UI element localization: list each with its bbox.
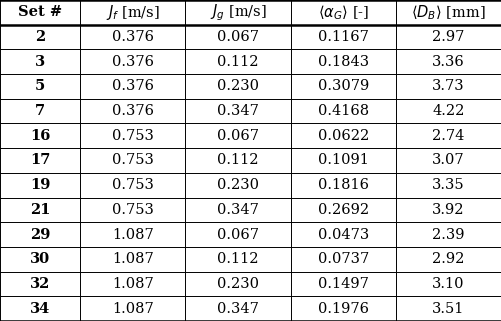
Text: 0.2692: 0.2692 xyxy=(318,203,369,217)
Text: 34: 34 xyxy=(30,302,50,316)
Text: 3.51: 3.51 xyxy=(432,302,464,316)
Text: 0.0473: 0.0473 xyxy=(318,228,369,242)
Text: 7: 7 xyxy=(35,104,45,118)
Text: 0.112: 0.112 xyxy=(217,252,259,266)
Text: 0.753: 0.753 xyxy=(112,153,154,168)
Text: 4.22: 4.22 xyxy=(432,104,464,118)
Text: 0.753: 0.753 xyxy=(112,178,154,192)
Text: 2.39: 2.39 xyxy=(432,228,464,242)
Text: 3.73: 3.73 xyxy=(432,79,465,93)
Text: 0.230: 0.230 xyxy=(217,277,259,291)
Text: 0.1167: 0.1167 xyxy=(318,30,369,44)
Text: 0.067: 0.067 xyxy=(217,30,259,44)
Text: 0.0622: 0.0622 xyxy=(318,129,369,143)
Text: 0.230: 0.230 xyxy=(217,178,259,192)
Text: 3: 3 xyxy=(35,55,45,69)
Text: 0.347: 0.347 xyxy=(217,302,259,316)
Text: 3.35: 3.35 xyxy=(432,178,465,192)
Text: $\langle\mathit{\alpha}_{G}\rangle$ [-]: $\langle\mathit{\alpha}_{G}\rangle$ [-] xyxy=(318,3,369,22)
Text: 19: 19 xyxy=(30,178,50,192)
Text: 0.067: 0.067 xyxy=(217,129,259,143)
Text: 0.4168: 0.4168 xyxy=(318,104,369,118)
Text: Set #: Set # xyxy=(18,5,62,19)
Text: 0.112: 0.112 xyxy=(217,153,259,168)
Text: 0.376: 0.376 xyxy=(112,55,154,69)
Text: 2: 2 xyxy=(35,30,45,44)
Text: 0.1497: 0.1497 xyxy=(318,277,369,291)
Text: 30: 30 xyxy=(30,252,50,266)
Text: 1.087: 1.087 xyxy=(112,228,154,242)
Text: 0.3079: 0.3079 xyxy=(318,79,369,93)
Text: 0.1816: 0.1816 xyxy=(318,178,369,192)
Text: 0.347: 0.347 xyxy=(217,104,259,118)
Text: 0.067: 0.067 xyxy=(217,228,259,242)
Text: 3.36: 3.36 xyxy=(432,55,465,69)
Text: 3.07: 3.07 xyxy=(432,153,465,168)
Text: 2.74: 2.74 xyxy=(432,129,464,143)
Text: 29: 29 xyxy=(30,228,50,242)
Text: 0.230: 0.230 xyxy=(217,79,259,93)
Text: 0.753: 0.753 xyxy=(112,203,154,217)
Text: 0.1843: 0.1843 xyxy=(318,55,369,69)
Text: 3.92: 3.92 xyxy=(432,203,464,217)
Text: 1.087: 1.087 xyxy=(112,302,154,316)
Text: 0.1091: 0.1091 xyxy=(318,153,369,168)
Text: 0.112: 0.112 xyxy=(217,55,259,69)
Text: 1.087: 1.087 xyxy=(112,277,154,291)
Text: 0.376: 0.376 xyxy=(112,79,154,93)
Text: $\mathit{J}_{g}$ [m/s]: $\mathit{J}_{g}$ [m/s] xyxy=(209,2,267,23)
Text: 17: 17 xyxy=(30,153,50,168)
Text: 5: 5 xyxy=(35,79,45,93)
Text: 2.92: 2.92 xyxy=(432,252,464,266)
Text: 3.10: 3.10 xyxy=(432,277,464,291)
Text: 0.1976: 0.1976 xyxy=(318,302,369,316)
Text: 0.753: 0.753 xyxy=(112,129,154,143)
Text: $\mathit{J}_{f}$ [m/s]: $\mathit{J}_{f}$ [m/s] xyxy=(106,3,160,22)
Text: 0.347: 0.347 xyxy=(217,203,259,217)
Text: $\langle\mathit{D}_{B}\rangle$ [mm]: $\langle\mathit{D}_{B}\rangle$ [mm] xyxy=(411,3,486,22)
Text: 21: 21 xyxy=(30,203,50,217)
Text: 0.376: 0.376 xyxy=(112,104,154,118)
Text: 32: 32 xyxy=(30,277,50,291)
Text: 16: 16 xyxy=(30,129,50,143)
Text: 2.97: 2.97 xyxy=(432,30,464,44)
Text: 0.0737: 0.0737 xyxy=(318,252,369,266)
Text: 1.087: 1.087 xyxy=(112,252,154,266)
Text: 0.376: 0.376 xyxy=(112,30,154,44)
